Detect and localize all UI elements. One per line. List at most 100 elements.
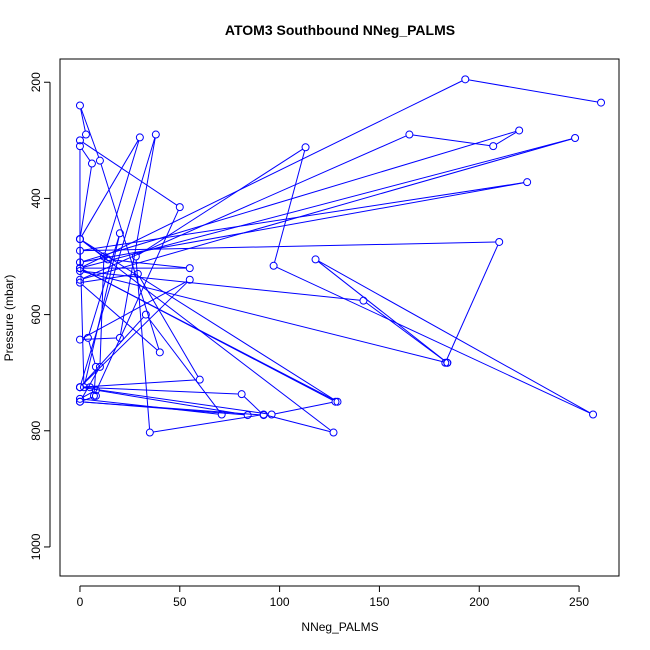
series-line-segment	[82, 269, 335, 401]
data-point	[75, 136, 84, 145]
data-point	[333, 397, 342, 406]
series-line-segment	[412, 134, 490, 147]
data-point	[75, 394, 84, 403]
series-line-segment	[83, 138, 572, 268]
series-line-segment	[94, 210, 179, 393]
data-point	[75, 383, 84, 392]
series-line-segment	[82, 280, 187, 339]
data-point	[75, 275, 84, 284]
data-point	[185, 264, 194, 273]
data-point	[95, 362, 104, 371]
series-line-segment	[468, 79, 598, 103]
data-point	[589, 410, 598, 419]
series-line-segment	[82, 281, 188, 386]
series-line-segment	[81, 140, 139, 237]
series-line-segment	[99, 390, 245, 416]
series-line-segment	[153, 414, 261, 433]
series-line-segment	[318, 260, 591, 414]
data-point	[115, 333, 124, 342]
data-point	[75, 246, 84, 255]
series-line-segment	[83, 130, 516, 262]
data-point	[75, 258, 84, 267]
series-line-segment	[82, 240, 335, 401]
data-point	[83, 333, 92, 342]
y-tick-label: 400	[29, 188, 43, 208]
y-axis-label: Pressure (mbar)	[2, 275, 16, 362]
series-line-segment	[82, 391, 94, 398]
series-line-segment	[495, 131, 517, 145]
y-tick-label: 200	[29, 72, 43, 92]
data-point	[95, 156, 104, 165]
series-line-segment	[83, 379, 197, 388]
plot-area	[75, 75, 606, 437]
data-point	[75, 235, 84, 244]
series-line-segment	[82, 135, 407, 279]
series-line-segment	[82, 141, 178, 206]
series-line-segment	[83, 386, 239, 395]
data-point	[91, 362, 100, 371]
data-point	[175, 203, 184, 212]
series-line-segment	[81, 148, 91, 161]
data-point	[79, 383, 88, 392]
y-tick-label: 1000	[29, 533, 43, 560]
series-line-segment	[83, 337, 117, 340]
series-line-segment	[82, 80, 463, 268]
chart-title: ATOM3 Southbound NNeg_PALMS	[225, 22, 455, 38]
data-point	[135, 133, 144, 142]
data-point	[155, 348, 164, 357]
series-line-segment	[84, 236, 120, 384]
data-point	[301, 143, 310, 152]
data-point	[405, 130, 414, 139]
series-line-segment	[88, 341, 96, 364]
data-point	[597, 98, 606, 107]
data-point	[75, 278, 84, 287]
series-line-segment	[82, 240, 332, 431]
data-point	[329, 428, 338, 437]
series-line-segment	[274, 401, 333, 415]
data-point	[195, 375, 204, 384]
series-line-segment	[83, 241, 496, 252]
data-point	[441, 358, 450, 367]
series-line-segment	[446, 244, 499, 360]
series-line-segment	[88, 236, 120, 335]
x-axis-label: NNeg_PALMS	[301, 620, 378, 634]
series-line-segment	[93, 370, 97, 393]
x-tick-label: 0	[77, 595, 84, 609]
x-tick-label: 50	[173, 595, 187, 609]
series-line-segment	[80, 108, 100, 158]
data-point	[269, 261, 278, 270]
x-tick-label: 250	[569, 595, 589, 609]
series-line-segment	[83, 182, 524, 251]
data-point	[571, 134, 580, 143]
series-line-segment	[83, 270, 361, 301]
x-tick-label: 100	[270, 595, 290, 609]
series-line-segment	[276, 266, 591, 414]
data-point	[133, 269, 142, 278]
data-point	[75, 267, 84, 276]
series-line-segment	[135, 259, 151, 430]
x-axis: 0 50 100 150 200 250	[77, 585, 589, 609]
series-line-segment	[83, 387, 269, 415]
data-point	[75, 397, 84, 406]
data-point	[331, 397, 340, 406]
data-point	[131, 252, 140, 261]
data-point	[185, 275, 194, 284]
series-line-segment	[139, 276, 199, 377]
series-line-segment	[80, 108, 86, 132]
series-line-segment	[83, 271, 445, 363]
data-point	[75, 101, 84, 110]
x-tick-label: 150	[369, 595, 389, 609]
series-line-segment	[243, 396, 262, 414]
data-point	[115, 229, 124, 238]
data-point	[103, 255, 112, 264]
series-line-segment	[80, 166, 92, 236]
y-tick-label: 800	[29, 420, 43, 440]
data-point	[75, 264, 84, 273]
data-point	[145, 428, 154, 437]
y-axis: 200 400 600 800 1000	[29, 72, 51, 560]
plot-frame	[59, 58, 620, 577]
data-point	[89, 391, 98, 400]
series-line-segment	[111, 259, 187, 269]
series-line-segment	[266, 414, 331, 433]
